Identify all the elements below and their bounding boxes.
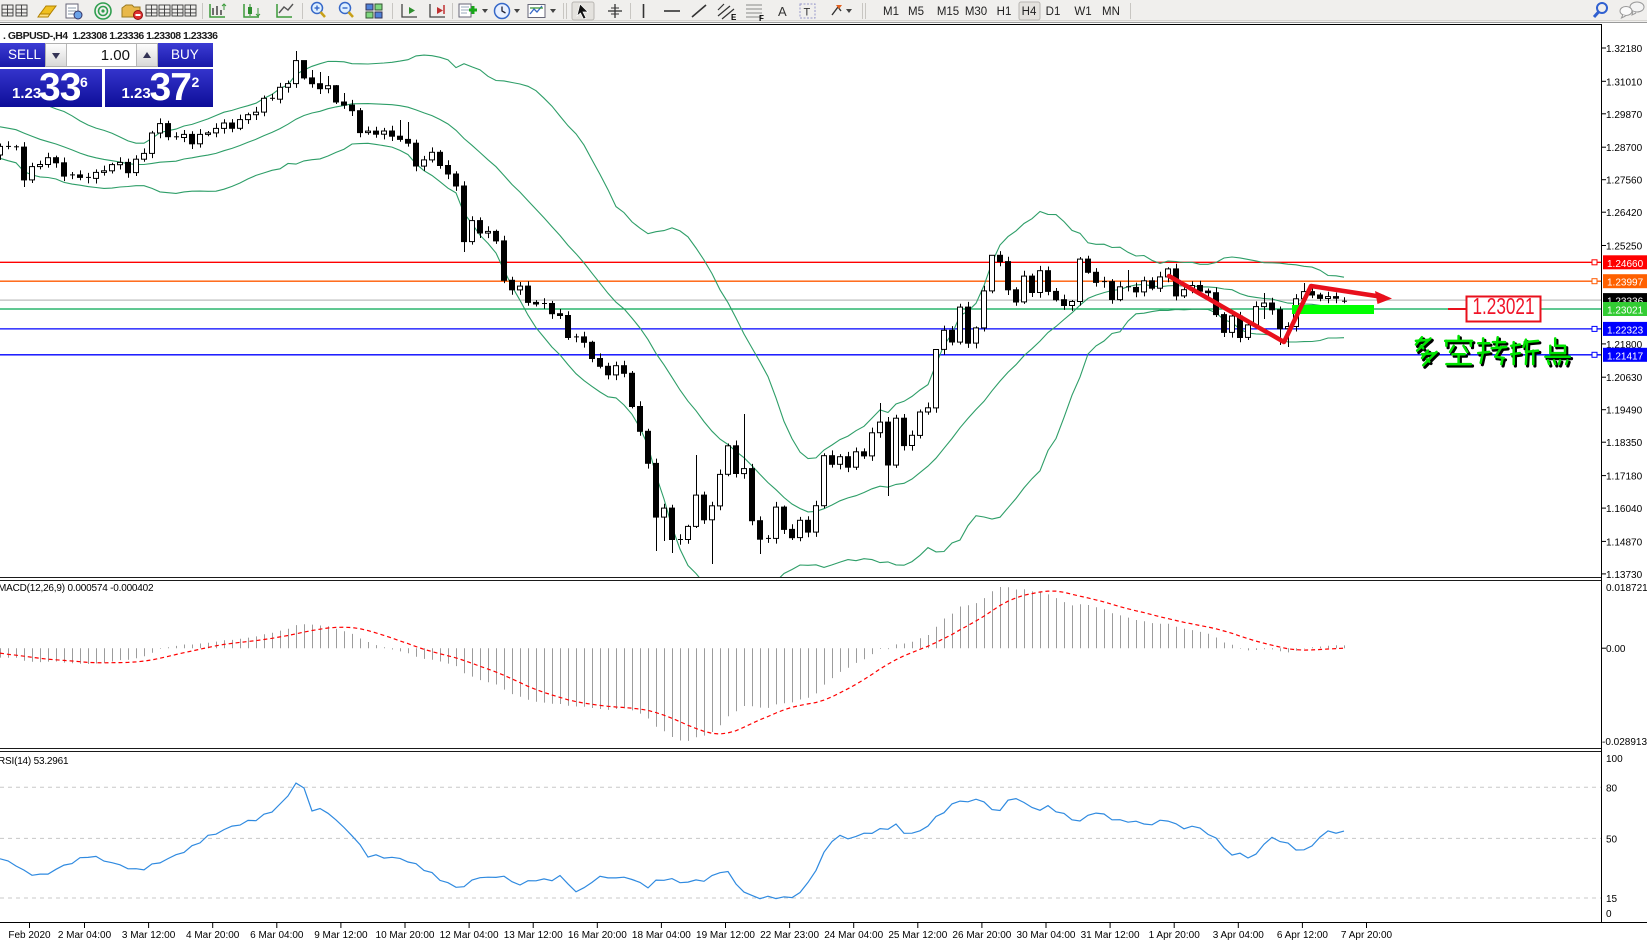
svg-text:24 Mar 04:00: 24 Mar 04:00 <box>824 930 883 941</box>
svg-text:0: 0 <box>1606 909 1612 920</box>
svg-text:1.14870: 1.14870 <box>1606 537 1643 548</box>
svg-text:3 Apr 04:00: 3 Apr 04:00 <box>1213 930 1265 941</box>
svg-text:E: E <box>731 13 737 22</box>
svg-text:W1: W1 <box>1074 6 1091 18</box>
svg-text:16 Mar 20:00: 16 Mar 20:00 <box>568 930 627 941</box>
svg-text:0.00: 0.00 <box>1606 644 1626 655</box>
svg-text:A: A <box>778 4 787 19</box>
svg-text:25 Mar 12:00: 25 Mar 12:00 <box>888 930 947 941</box>
svg-text:1.31010: 1.31010 <box>1606 77 1643 88</box>
svg-text:1.17180: 1.17180 <box>1606 472 1643 483</box>
svg-text:H4: H4 <box>1022 6 1037 18</box>
svg-text:100: 100 <box>1606 754 1623 765</box>
svg-text:1.21417: 1.21417 <box>1607 351 1644 362</box>
svg-text:1.20630: 1.20630 <box>1606 373 1643 384</box>
svg-text:1.13730: 1.13730 <box>1606 570 1643 581</box>
svg-text:18 Mar 04:00: 18 Mar 04:00 <box>632 930 691 941</box>
svg-text:-0.028913: -0.028913 <box>1602 737 1647 748</box>
svg-text:3 Mar 12:00: 3 Mar 12:00 <box>122 930 176 941</box>
svg-text:19 Mar 12:00: 19 Mar 12:00 <box>696 930 755 941</box>
svg-text:1.19490: 1.19490 <box>1606 406 1643 417</box>
svg-text:2 Mar 04:00: 2 Mar 04:00 <box>58 930 112 941</box>
svg-text:6 Apr 12:00: 6 Apr 12:00 <box>1277 930 1329 941</box>
svg-text:H1: H1 <box>997 6 1012 18</box>
svg-text:9 Mar 12:00: 9 Mar 12:00 <box>314 930 368 941</box>
svg-text:50: 50 <box>1606 834 1618 845</box>
svg-text:1.29870: 1.29870 <box>1606 110 1643 121</box>
svg-text:13 Mar 12:00: 13 Mar 12:00 <box>504 930 563 941</box>
svg-text:1.18350: 1.18350 <box>1606 438 1643 449</box>
svg-text:Feb 2020: Feb 2020 <box>8 930 51 941</box>
svg-text:M5: M5 <box>908 6 924 18</box>
svg-text:7 Apr 20:00: 7 Apr 20:00 <box>1341 930 1393 941</box>
svg-text:22 Mar 23:00: 22 Mar 23:00 <box>760 930 819 941</box>
svg-text:MACD(12,26,9) 0.000574 -0.0004: MACD(12,26,9) 0.000574 -0.000402 <box>0 583 154 594</box>
svg-text:1.23021: 1.23021 <box>1607 306 1644 317</box>
svg-text:0.018721: 0.018721 <box>1606 583 1647 594</box>
svg-text:26 Mar 20:00: 26 Mar 20:00 <box>952 930 1011 941</box>
svg-text:F: F <box>759 14 764 23</box>
svg-text:M30: M30 <box>965 6 987 18</box>
svg-text:31 Mar 12:00: 31 Mar 12:00 <box>1081 930 1140 941</box>
svg-text:1 Apr 20:00: 1 Apr 20:00 <box>1149 930 1201 941</box>
svg-text:MN: MN <box>1102 6 1120 18</box>
svg-text:4 Mar 20:00: 4 Mar 20:00 <box>186 930 240 941</box>
svg-text:1.27560: 1.27560 <box>1606 176 1643 187</box>
svg-text:1.26420: 1.26420 <box>1606 208 1643 219</box>
svg-text:15: 15 <box>1606 894 1618 905</box>
svg-text:1.25250: 1.25250 <box>1606 242 1643 253</box>
svg-text:M15: M15 <box>937 6 959 18</box>
svg-text:1.21800: 1.21800 <box>1606 340 1643 351</box>
svg-text:6 Mar 04:00: 6 Mar 04:00 <box>250 930 304 941</box>
svg-text:1.23021: 1.23021 <box>1473 293 1535 319</box>
svg-text:T: T <box>804 7 811 19</box>
svg-text:1.28700: 1.28700 <box>1606 143 1643 154</box>
svg-text:10 Mar 20:00: 10 Mar 20:00 <box>376 930 435 941</box>
svg-text:1.22323: 1.22323 <box>1607 325 1644 336</box>
svg-text:1.32180: 1.32180 <box>1606 44 1643 55</box>
svg-text:1.16040: 1.16040 <box>1606 504 1643 515</box>
svg-text:80: 80 <box>1606 783 1618 794</box>
svg-text:30 Mar 04:00: 30 Mar 04:00 <box>1017 930 1076 941</box>
svg-text:M1: M1 <box>883 6 899 18</box>
svg-text:D1: D1 <box>1046 6 1061 18</box>
svg-text:1.23997: 1.23997 <box>1607 278 1644 289</box>
svg-text:1.24660: 1.24660 <box>1607 259 1644 270</box>
svg-text:RSI(14) 53.2961: RSI(14) 53.2961 <box>0 756 69 767</box>
svg-text:12 Mar 04:00: 12 Mar 04:00 <box>440 930 499 941</box>
